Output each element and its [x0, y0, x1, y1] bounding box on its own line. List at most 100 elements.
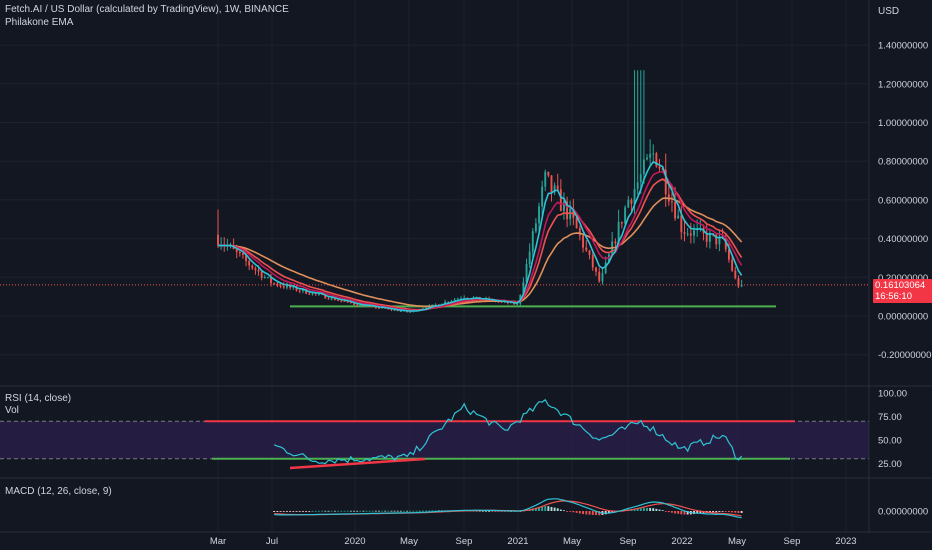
macd-histogram-bar: [718, 511, 721, 512]
candle-body: [737, 278, 740, 287]
candle-body: [724, 237, 727, 250]
macd-histogram-bar: [680, 511, 683, 515]
macd-histogram-bar: [655, 508, 658, 511]
macd-histogram-bar: [343, 510, 346, 512]
candle-body: [693, 230, 695, 236]
macd-histogram-bar: [305, 511, 308, 512]
macd-histogram-bar: [500, 511, 503, 512]
candle-body: [248, 260, 251, 266]
macd-histogram-bar: [387, 510, 390, 512]
macd-histogram-bar: [569, 511, 572, 512]
price-tick-label: 0.60000000: [878, 195, 928, 206]
macd-histogram-bar: [712, 511, 715, 513]
ema-orange-line: [217, 197, 743, 308]
candle-body: [705, 232, 708, 242]
candle-body: [575, 217, 578, 229]
last-price-tag: 0.16103064 16:56:10: [873, 279, 932, 303]
candle-body: [649, 153, 652, 158]
indicator-label[interactable]: Philakone EMA: [5, 17, 74, 28]
macd-histogram-bar: [308, 511, 311, 512]
macd-histogram-bar: [491, 511, 494, 512]
candle-body: [257, 270, 260, 272]
macd-histogram-bar: [374, 510, 377, 512]
macd-histogram-bar: [715, 511, 718, 513]
macd-histogram-bar: [337, 510, 340, 512]
candle-body: [308, 293, 311, 295]
candle-body: [553, 185, 556, 193]
macd-histogram-bar: [497, 511, 500, 512]
candle-body: [356, 304, 359, 306]
candle-body: [642, 159, 645, 175]
candle-body: [349, 301, 352, 304]
macd-histogram-bar: [541, 506, 544, 511]
vol-title[interactable]: Vol: [5, 405, 19, 416]
macd-histogram-bar: [371, 510, 374, 512]
candle-body: [251, 265, 254, 269]
time-tick-label: 2020: [344, 536, 365, 547]
macd-title[interactable]: MACD (12, 26, close, 9): [5, 486, 112, 497]
candle-body: [217, 234, 219, 246]
macd-histogram-bar: [708, 511, 711, 513]
ema-red-line: [217, 178, 743, 311]
rsi-tick-label: 50.00: [878, 436, 902, 447]
candle-body: [674, 202, 677, 219]
macd-histogram-bar: [292, 511, 295, 512]
time-tick-label: Mar: [210, 536, 226, 547]
macd-histogram-bar: [390, 510, 393, 512]
macd-histogram-bar: [646, 507, 648, 511]
macd-histogram-bar: [437, 510, 440, 512]
macd-histogram-bar: [488, 510, 491, 512]
candle-body: [324, 294, 327, 299]
candle-body: [620, 221, 623, 224]
macd-histogram-bar: [317, 510, 320, 512]
rsi-line: [273, 398, 743, 465]
candle-body: [617, 221, 620, 244]
candle-body: [671, 201, 673, 203]
candle-body: [556, 185, 559, 190]
candle-body: [624, 207, 627, 224]
candle-body: [727, 249, 730, 260]
candle-body: [254, 268, 257, 271]
macd-histogram-bar: [642, 507, 645, 511]
candle-body: [528, 251, 531, 264]
candle-body: [658, 166, 661, 169]
macd-histogram-bar: [572, 511, 575, 513]
rsi-tick-label: 25.00: [878, 459, 902, 470]
macd-histogram-bar: [582, 511, 585, 515]
time-tick-label: Jul: [266, 536, 278, 547]
macd-histogram-bar: [652, 508, 655, 511]
price-tick-label: 1.20000000: [878, 79, 928, 90]
candle-body: [601, 273, 604, 282]
candle-body: [305, 289, 308, 294]
candle-body: [279, 285, 282, 287]
macd-histogram-bar: [734, 511, 737, 513]
macd-histogram-bar: [282, 511, 285, 512]
candle-body: [541, 186, 544, 207]
macd-histogram-bar: [534, 507, 537, 511]
candle-body: [569, 208, 572, 220]
candle-body: [604, 262, 607, 274]
candle-body: [547, 171, 550, 176]
candle-body: [381, 307, 384, 309]
macd-histogram-bar: [696, 511, 699, 514]
candle-body: [353, 303, 355, 305]
candle-body: [409, 311, 412, 313]
macd-histogram-bar: [671, 511, 673, 513]
candle-body: [559, 189, 562, 212]
macd-histogram-bar: [295, 511, 298, 512]
macd-histogram-bar: [661, 510, 664, 511]
candle-body: [582, 235, 585, 248]
macd-histogram-bar: [428, 510, 431, 512]
macd-histogram-bar: [611, 511, 614, 513]
rsi-title[interactable]: RSI (14, close): [5, 393, 72, 404]
macd-histogram-bar: [349, 510, 352, 512]
macd-histogram-bar: [330, 510, 333, 512]
candle-body: [595, 267, 597, 272]
macd-histogram-bar: [298, 511, 301, 512]
candle-body: [273, 283, 276, 285]
macd-histogram-bar: [378, 510, 380, 512]
macd-histogram-bar: [356, 510, 359, 512]
candle-body: [444, 301, 447, 304]
macd-histogram-bar: [683, 511, 686, 515]
